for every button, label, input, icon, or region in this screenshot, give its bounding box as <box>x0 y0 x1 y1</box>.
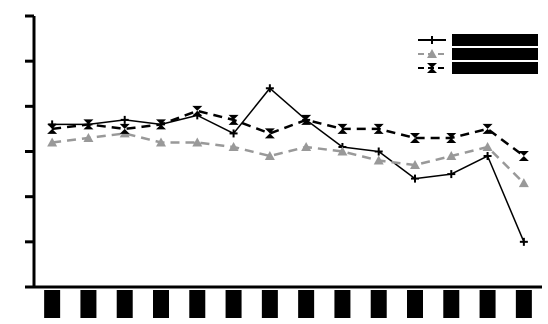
series-2-point-9 <box>373 123 384 134</box>
x-tick-label-6 <box>261 290 278 318</box>
series-1-point-8 <box>337 146 348 156</box>
series-0-point-2 <box>120 115 129 124</box>
series-1-point-4 <box>192 137 203 147</box>
x-tick-label-8 <box>334 290 351 318</box>
x-tick-label-11 <box>443 290 460 318</box>
series-1-point-10 <box>410 160 420 170</box>
x-tick-label-3 <box>153 290 169 318</box>
series-2-point-10 <box>410 132 420 143</box>
legend-marker-1 <box>427 49 437 58</box>
series-0-point-5 <box>229 129 238 138</box>
series-1-point-0 <box>47 137 58 147</box>
series-0-point-6 <box>265 84 274 93</box>
legend-label-1 <box>452 48 538 60</box>
series-1-line <box>51 132 525 185</box>
series-2-point-0 <box>47 123 58 134</box>
x-tick-label-2 <box>116 290 133 318</box>
series-1-point-6 <box>264 151 275 161</box>
legend <box>418 34 538 74</box>
series-0-point-13 <box>519 237 528 246</box>
series-0 <box>48 84 528 246</box>
legend-label-0 <box>452 34 538 46</box>
series-1-point-13 <box>518 178 529 188</box>
series-group <box>47 84 529 246</box>
legend-marker-0 <box>428 36 436 44</box>
x-tick-label-13 <box>515 290 532 318</box>
series-1-point-7 <box>301 141 312 151</box>
series-0-point-10 <box>411 174 419 183</box>
x-tick-label-12 <box>479 290 496 318</box>
series-2-point-7 <box>301 114 312 125</box>
series-0-point-9 <box>374 147 383 156</box>
x-tick-label-4 <box>189 290 206 318</box>
series-2-point-4 <box>192 105 203 116</box>
series-2-point-6 <box>264 128 275 139</box>
series-2 <box>47 105 529 162</box>
series-1-point-9 <box>373 155 384 165</box>
series-1-point-1 <box>83 132 94 142</box>
series-0-point-12 <box>483 152 492 161</box>
x-axis <box>34 285 542 318</box>
series-2-point-5 <box>228 114 239 125</box>
x-tick-label-9 <box>370 290 387 318</box>
series-1-point-12 <box>482 141 493 151</box>
series-2-point-3 <box>156 119 166 130</box>
series-2-point-2 <box>119 123 130 134</box>
series-0-point-11 <box>447 170 456 179</box>
series-1-point-5 <box>228 141 239 151</box>
x-tick-label-7 <box>298 290 315 318</box>
legend-marker-2 <box>427 63 437 73</box>
series-2-point-8 <box>337 123 348 134</box>
y-axis <box>25 14 36 289</box>
legend-label-2 <box>452 62 538 74</box>
series-2-point-1 <box>83 119 94 130</box>
series-1-point-3 <box>156 137 166 147</box>
series-2-point-11 <box>446 132 457 143</box>
series-2-point-13 <box>518 151 529 162</box>
x-tick-label-0 <box>44 290 61 318</box>
series-2-point-12 <box>482 123 493 134</box>
series-2-line <box>51 109 525 158</box>
series-0-line <box>52 87 525 243</box>
x-tick-label-10 <box>407 290 423 318</box>
series-1-point-11 <box>446 151 457 161</box>
series-1 <box>47 128 529 188</box>
x-tick-label-5 <box>225 290 242 318</box>
x-tick-label-1 <box>80 290 97 318</box>
